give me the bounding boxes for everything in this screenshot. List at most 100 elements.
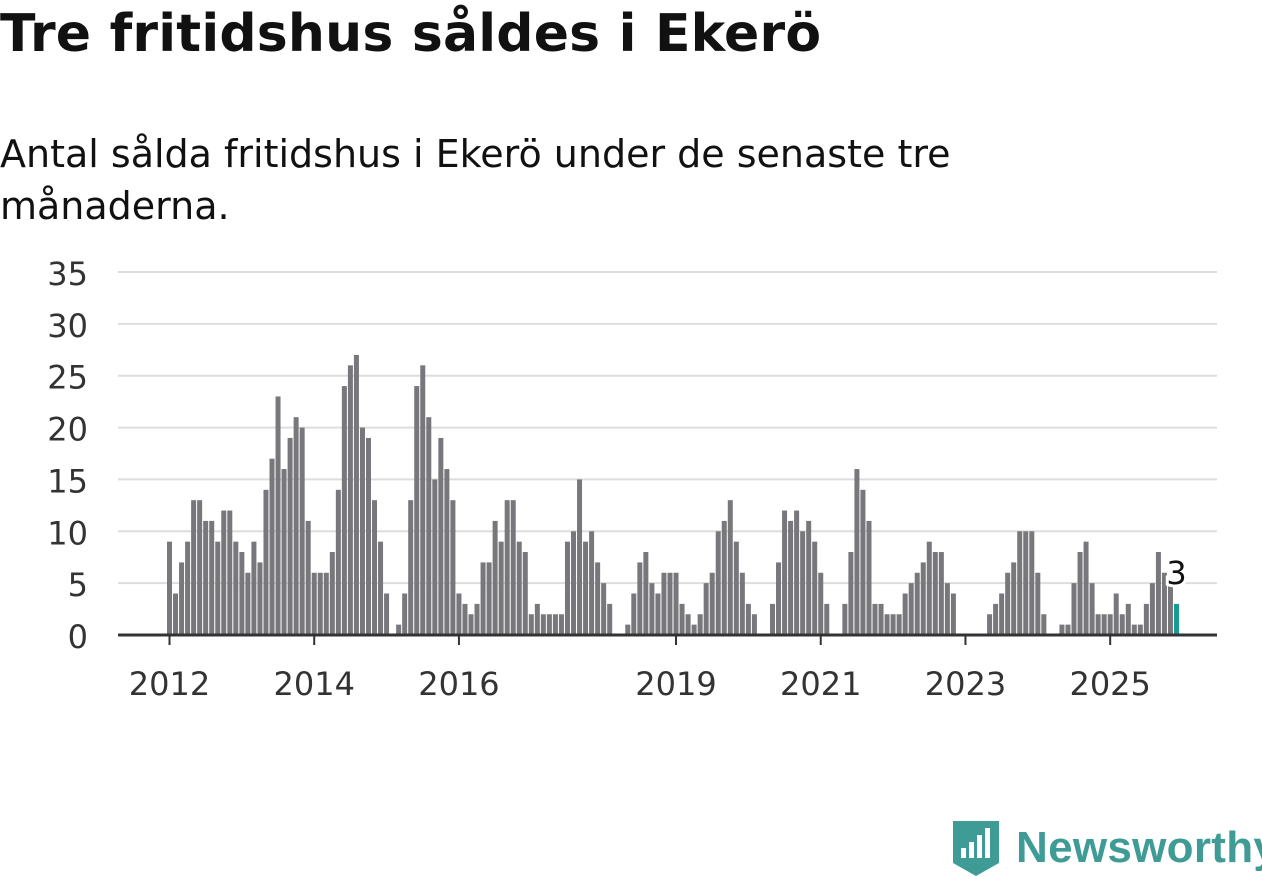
bar [938, 552, 944, 635]
bar [263, 489, 269, 635]
bar [673, 572, 679, 635]
bar [534, 603, 540, 635]
bar [384, 593, 390, 635]
brand-name: Newsworthy [1016, 823, 1262, 872]
x-tick-label: 2023 [925, 665, 1006, 703]
bar [812, 541, 818, 635]
bar [450, 500, 456, 635]
bar [420, 365, 426, 635]
bar [1071, 583, 1077, 635]
bar [993, 603, 999, 635]
bar [794, 510, 800, 635]
bar [378, 541, 384, 635]
bar [1023, 531, 1029, 635]
bar [1107, 614, 1113, 635]
bar [950, 593, 956, 635]
bar [516, 541, 522, 635]
bar [751, 614, 757, 635]
bar [583, 541, 589, 635]
bar [227, 510, 233, 635]
y-tick-label: 20 [47, 411, 88, 449]
bar [902, 593, 908, 635]
bar [601, 583, 607, 635]
bar [1035, 572, 1041, 635]
bar [281, 469, 287, 635]
x-tick-label: 2021 [780, 665, 861, 703]
bar [625, 624, 631, 635]
bar [872, 603, 878, 635]
bar [402, 593, 408, 635]
bar [878, 603, 884, 635]
bar [1137, 624, 1143, 635]
bar [649, 583, 655, 635]
bar [715, 531, 721, 635]
last-value-label: 3 [1166, 554, 1186, 592]
bar [908, 583, 914, 635]
bar [504, 500, 510, 635]
bar [1029, 531, 1035, 635]
bar [589, 531, 595, 635]
bar [414, 386, 420, 635]
bar [311, 572, 317, 635]
bar [842, 603, 848, 635]
bar [209, 520, 215, 635]
bar [733, 541, 739, 635]
bar [1113, 593, 1119, 635]
bar [335, 489, 341, 635]
bar [323, 572, 329, 635]
y-tick-label: 0 [68, 618, 88, 656]
bar [396, 624, 402, 635]
bar [685, 614, 691, 635]
chart-title: Tre fritidshus såldes i Ekerö [0, 4, 822, 64]
bar [203, 520, 209, 635]
bar [1059, 624, 1065, 635]
bar [920, 562, 926, 635]
bar [372, 500, 378, 635]
bar [444, 469, 450, 635]
bar [359, 427, 365, 635]
bar [1167, 583, 1173, 635]
bar [347, 365, 353, 635]
newsworthy-logo: Newsworthy [950, 818, 1262, 878]
x-tick-label: 2012 [129, 665, 210, 703]
bar [456, 593, 462, 635]
bar [522, 552, 528, 635]
x-tick-label: 2025 [1069, 665, 1150, 703]
bar [866, 520, 872, 635]
chart-subtitle: Antal sålda fritidshus i Ekerö under de … [0, 132, 951, 228]
bar [293, 417, 299, 635]
bar [239, 552, 245, 635]
bar [788, 520, 794, 635]
bar [896, 614, 902, 635]
bar [185, 541, 191, 635]
x-tick-label: 2019 [635, 665, 716, 703]
bar [944, 583, 950, 635]
bar [637, 562, 643, 635]
x-axis: 2012 2014 2016 2019 2021 2023 2025 [118, 633, 1217, 703]
bar [486, 562, 492, 635]
bar [1101, 614, 1107, 635]
bar [926, 541, 932, 635]
bar [197, 500, 203, 635]
bar [1095, 614, 1101, 635]
bar [1083, 541, 1089, 635]
bars [167, 354, 1180, 635]
bar [173, 593, 179, 635]
bar [167, 541, 172, 635]
bar [987, 614, 993, 635]
bar [697, 614, 703, 635]
bar [643, 552, 649, 635]
bar [770, 603, 775, 635]
bar [221, 510, 227, 635]
bar [462, 603, 468, 635]
bar [782, 510, 788, 635]
y-tick-label: 35 [47, 255, 88, 293]
bar [800, 531, 806, 635]
y-tick-label: 25 [47, 359, 88, 397]
bar [631, 593, 637, 635]
bar [1161, 572, 1167, 635]
bar [577, 479, 583, 635]
bar [546, 614, 552, 635]
bar [245, 572, 251, 635]
